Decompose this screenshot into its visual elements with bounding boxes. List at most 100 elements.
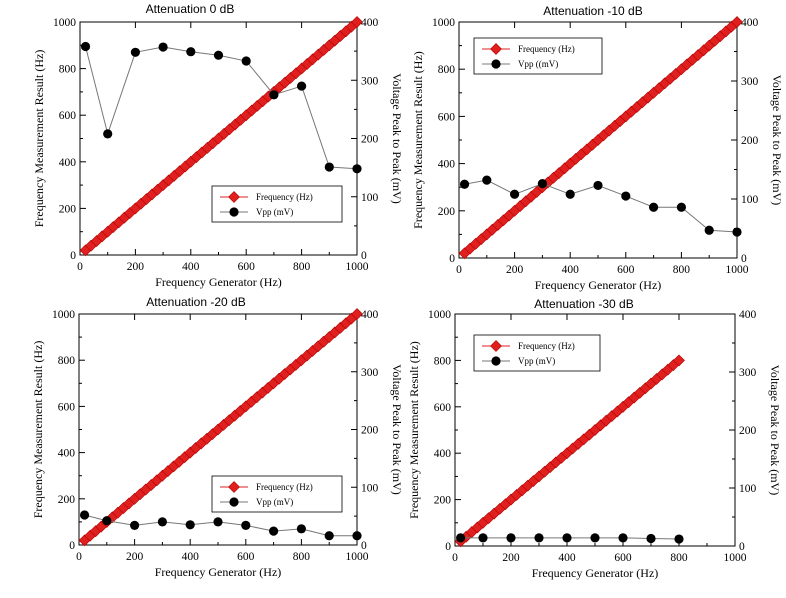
- y2-axis-label: Voltage Peak to Peak (mV): [768, 365, 782, 495]
- x-tick-label: 600: [238, 261, 256, 273]
- vpp-point: [79, 510, 90, 520]
- chart-panel-4: Attenuation -30 dB0 200 400 600 800 100002004…: [407, 297, 782, 580]
- vpp-point: [676, 202, 687, 212]
- vpp-point: [534, 533, 544, 543]
- vpp-point: [704, 225, 714, 235]
- y-tick-label: 200: [59, 203, 77, 215]
- vpp-point: [562, 533, 572, 543]
- legend-vpp-marker: [229, 497, 239, 507]
- vpp-point: [482, 175, 492, 185]
- legend-vpp-label: Vpp ((mV): [518, 59, 558, 69]
- x-tick-label: 0: [76, 551, 82, 563]
- y-axis-label: Frequency Measurement Result (Hz): [407, 341, 421, 519]
- vpp-point: [646, 533, 656, 544]
- vpp-point: [621, 191, 631, 201]
- vpp-point: [130, 47, 140, 57]
- y-tick-label: 0: [69, 540, 75, 552]
- legend-frequency-marker: [490, 340, 502, 352]
- vpp-point: [537, 179, 548, 189]
- y-tick-label: 0: [445, 541, 451, 553]
- y2-tick-label: 300: [739, 367, 757, 379]
- y2-tick-label: 200: [739, 425, 757, 437]
- y-tick-label: 600: [58, 401, 76, 413]
- y2-tick-label: 200: [361, 134, 379, 146]
- vpp-point: [509, 189, 520, 199]
- vpp-point: [649, 202, 659, 212]
- chart-title: Attenuation -30 dB: [534, 297, 633, 311]
- frequency-point: [673, 354, 685, 367]
- y-tick-label: 600: [59, 110, 77, 122]
- x-tick-label: 1000: [724, 552, 747, 564]
- y-tick-label: 1000: [53, 17, 76, 29]
- frequency-series: [79, 16, 363, 257]
- y2-tick-label: 100: [361, 482, 379, 494]
- vpp-point: [185, 520, 195, 530]
- y2-tick-label: 200: [741, 135, 759, 147]
- chart-panel-1: Attenuation 0 dB0 200 400 600 800 10000200400…: [32, 2, 404, 289]
- legend-vpp-label: Vpp (mV): [518, 356, 555, 366]
- y2-tick-label: 400: [739, 309, 757, 321]
- vpp-point: [213, 50, 224, 60]
- vpp-point: [296, 524, 306, 534]
- x-tick-label: 0: [456, 264, 462, 276]
- vpp-point: [241, 520, 251, 530]
- vpp-point: [269, 526, 279, 536]
- y2-tick-label: 0: [361, 540, 367, 552]
- vpp-point: [478, 533, 488, 543]
- y2-tick-label: 300: [741, 76, 759, 88]
- vpp-point: [241, 56, 251, 66]
- vpp-point: [158, 42, 168, 52]
- vpp-point: [103, 129, 113, 139]
- legend-vpp-label: Vpp (mV): [256, 497, 293, 507]
- vpp-point: [297, 81, 307, 91]
- legend-vpp-marker: [491, 356, 501, 366]
- vpp-point: [157, 517, 167, 527]
- y-axis-label: Frequency Measurement Result (Hz): [411, 51, 425, 229]
- y2-axis-label: Voltage Peak to Peak (mV): [770, 75, 784, 205]
- frequency-series: [454, 354, 685, 548]
- legend-frequency-label: Frequency (Hz): [518, 44, 575, 54]
- x-axis-label: Frequency Generator (Hz): [535, 278, 662, 292]
- legend-frequency-label: Frequency (Hz): [518, 341, 575, 351]
- legend: Frequency (Hz) Vpp (mV): [211, 475, 343, 513]
- legend-frequency-marker: [228, 191, 240, 203]
- x-tick-label: 600: [617, 264, 635, 276]
- y-tick-label: 1000: [428, 309, 451, 321]
- vpp-line: [85, 46, 358, 170]
- x-tick-label: 600: [237, 551, 255, 563]
- y-tick-label: 0: [70, 250, 76, 262]
- x-axis-label: Frequency Generator (Hz): [532, 566, 659, 580]
- x-tick-label: 400: [558, 552, 576, 564]
- y-tick-label: 800: [59, 64, 77, 76]
- y-tick-label: 1000: [432, 17, 455, 29]
- y-tick-label: 400: [59, 157, 77, 169]
- y-tick-label: 400: [58, 448, 76, 460]
- vpp-point: [352, 531, 362, 541]
- y2-tick-label: 300: [361, 367, 379, 379]
- x-tick-label: 1000: [346, 551, 369, 563]
- frequency-point: [351, 16, 363, 28]
- y2-tick-label: 0: [741, 253, 747, 265]
- chart-title: Attenuation -20 dB: [146, 295, 245, 309]
- legend-frequency-label: Frequency (Hz): [256, 482, 313, 492]
- x-tick-label: 200: [127, 261, 145, 273]
- x-tick-label: 200: [506, 264, 524, 276]
- vpp-point: [565, 189, 575, 199]
- vpp-point: [590, 533, 600, 543]
- x-tick-label: 400: [182, 261, 200, 273]
- x-tick-label: 600: [614, 552, 632, 564]
- y-axis-label: Frequency Measurement Result (Hz): [32, 50, 46, 228]
- legend-vpp-marker: [229, 207, 239, 217]
- legend: Frequency (Hz) Vpp (mV): [211, 185, 343, 223]
- y2-tick-label: 100: [741, 194, 759, 206]
- chart-title: Attenuation 0 dB: [146, 2, 235, 16]
- vpp-point: [674, 534, 684, 544]
- y-tick-label: 200: [58, 494, 76, 506]
- x-tick-label: 400: [182, 551, 200, 563]
- x-tick-label: 1000: [726, 264, 749, 276]
- y-tick-label: 600: [434, 402, 452, 414]
- x-tick-label: 0: [452, 552, 458, 564]
- x-tick-label: 800: [673, 264, 691, 276]
- y-tick-label: 0: [449, 253, 455, 265]
- y-tick-label: 800: [438, 64, 456, 76]
